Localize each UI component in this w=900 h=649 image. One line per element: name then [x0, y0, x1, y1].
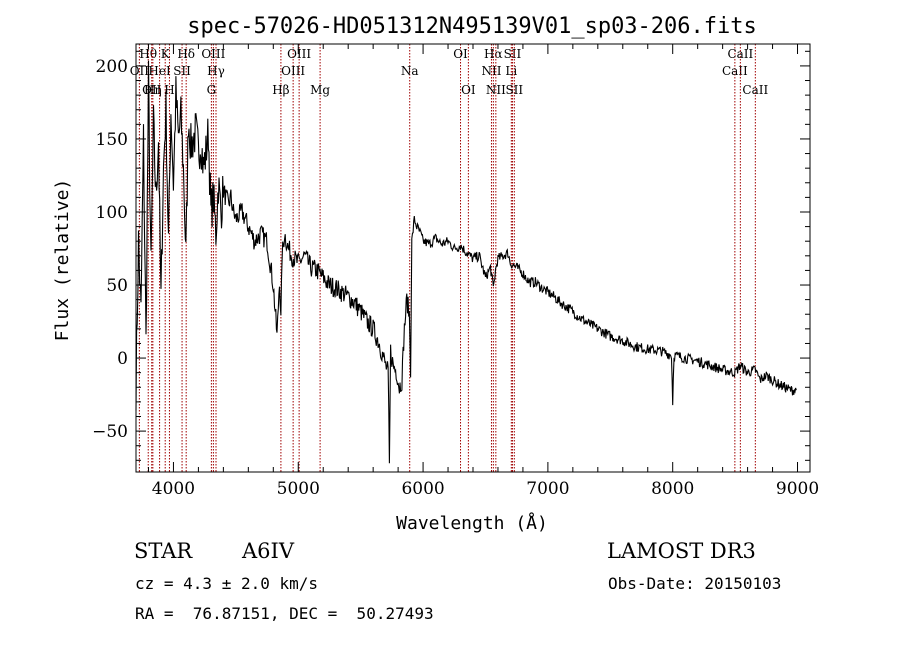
x-tick-label: 8000 [651, 479, 694, 499]
marker-label: SII [504, 47, 522, 61]
marker-label: CaII [727, 47, 753, 61]
y-axis: −50 0 50 100 150 200 [92, 50, 810, 461]
y-tick-label: 0 [117, 349, 128, 369]
marker-label: OII [130, 64, 150, 78]
y-tick-label: 50 [106, 276, 128, 296]
survey-name: LAMOST DR3 [607, 539, 756, 563]
marker-label: K [161, 47, 171, 61]
x-axis-label: Wavelength (Å) [396, 512, 548, 534]
x-tick-label: 9000 [776, 479, 819, 499]
x-axis: 4000 5000 6000 7000 8000 9000 [147, 44, 819, 499]
y-tick-label: −50 [92, 422, 128, 442]
marker-label: G [207, 83, 217, 97]
object-subclass: A6IV [242, 539, 294, 563]
marker-label: OIII [287, 47, 311, 61]
marker-label: H [164, 83, 174, 97]
marker-label: OIII [281, 64, 305, 78]
marker-label: NII [486, 83, 506, 97]
marker-label: HeI [148, 64, 171, 78]
y-tick-label: 200 [96, 57, 128, 77]
spectrum-line [135, 60, 797, 464]
marker-label: CaII [742, 83, 768, 97]
chart-title: spec-57026-HD051312N495139V01_sp03-206.f… [187, 14, 757, 39]
marker-label: NII [481, 64, 501, 78]
marker-label: Li [505, 64, 517, 78]
marker-label: Mg [310, 83, 330, 97]
marker-label: OII [142, 83, 162, 97]
marker-label: OIII [201, 47, 225, 61]
y-axis-label: Flux (relative) [52, 179, 73, 342]
y-tick-label: 150 [96, 130, 128, 150]
marker-label: OI [453, 47, 468, 61]
cz-value: cz = 4.3 ± 2.0 km/s [135, 574, 319, 593]
marker-label: Hθ [139, 47, 157, 61]
marker-label: SII [173, 64, 191, 78]
x-tick-label: 6000 [401, 479, 444, 499]
marker-label: OI [461, 83, 476, 97]
marker-label: CaII [722, 64, 748, 78]
marker-label: Hδ [177, 47, 195, 61]
coordinates: RA = 76.87151, DEC = 50.27493 [135, 604, 434, 623]
object-class: STAR [134, 539, 193, 563]
marker-label: Hβ [272, 83, 289, 97]
y-tick-label: 100 [96, 203, 128, 223]
x-tick-label: 5000 [277, 479, 320, 499]
marker-label: Hα [484, 47, 503, 61]
spectrum-chart: spec-57026-HD051312N495139V01_sp03-206.f… [52, 14, 819, 534]
obs-date: Obs-Date: 20150103 [608, 574, 782, 593]
marker-label: SII [505, 83, 523, 97]
marker-label: Hγ [207, 64, 225, 78]
marker-label: Hη [144, 83, 162, 97]
x-tick-label: 7000 [526, 479, 569, 499]
x-tick-label: 4000 [152, 479, 195, 499]
marker-label: Na [401, 64, 419, 78]
